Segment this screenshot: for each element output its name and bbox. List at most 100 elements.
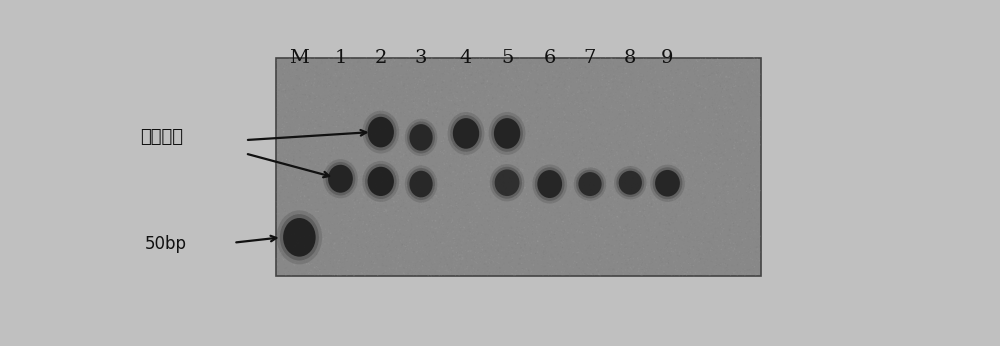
Point [412,89,428,94]
Point [687,83,703,89]
Point [741,236,757,242]
Point [353,133,369,138]
Point [381,163,397,169]
Point [330,109,346,115]
Point [585,273,601,278]
Point [365,268,381,273]
Point [516,162,532,168]
Point [654,249,670,255]
Point [309,268,325,273]
Point [751,74,767,80]
Point [302,76,318,81]
Point [564,256,580,262]
Point [729,207,745,213]
Point [496,67,512,73]
Point [727,267,743,273]
Point [274,140,290,146]
Point [366,198,382,203]
Point [405,227,421,233]
Point [535,161,551,166]
Point [661,195,677,200]
Point [553,266,569,271]
Point [644,164,660,170]
Point [617,194,633,200]
Point [535,57,551,63]
Point [713,183,729,189]
Point [487,247,503,253]
Point [275,140,291,145]
Point [322,259,338,265]
Point [302,98,318,103]
Point [585,192,601,198]
Point [744,206,760,211]
Point [298,195,314,201]
Point [423,177,439,183]
Point [666,148,682,153]
Point [626,139,642,145]
Point [747,265,763,270]
Point [392,231,408,237]
Point [391,138,407,143]
Point [668,151,684,156]
Point [509,131,525,136]
Point [375,93,391,98]
Point [482,187,498,193]
Point [723,94,739,99]
Point [741,65,757,71]
Point [310,163,326,168]
Point [427,261,443,267]
Point [659,117,675,122]
Point [396,247,412,253]
Point [420,191,436,196]
Point [612,170,628,175]
Point [311,163,327,168]
Point [293,81,309,87]
Point [432,260,448,265]
Point [355,171,371,176]
Point [331,242,347,247]
Point [680,162,696,167]
Point [504,124,520,130]
Point [309,207,325,213]
Point [664,132,680,138]
Point [706,193,722,199]
Point [593,129,609,134]
Point [368,220,384,225]
Point [549,205,565,211]
Point [325,129,341,135]
Point [591,92,607,98]
Point [631,158,647,164]
Point [543,102,559,108]
Point [613,173,629,179]
Point [401,252,417,258]
Point [356,72,372,78]
Point [650,99,666,105]
Point [710,127,726,133]
Point [421,179,437,185]
Point [667,67,683,73]
Point [274,187,290,192]
Point [632,157,648,163]
Point [682,150,698,156]
Point [358,111,374,117]
Point [494,248,510,253]
Point [717,85,733,91]
Point [664,229,680,234]
Point [697,97,713,102]
Point [651,241,667,247]
Point [588,86,604,92]
Point [550,237,566,243]
Point [305,251,321,257]
Point [686,143,702,148]
Point [511,169,527,174]
Point [663,136,679,141]
Point [678,253,694,259]
Point [296,266,312,272]
Point [557,55,573,60]
Point [440,134,456,140]
Point [318,254,334,260]
Point [312,266,328,272]
Point [354,122,370,128]
Point [488,253,504,259]
Point [408,134,424,139]
